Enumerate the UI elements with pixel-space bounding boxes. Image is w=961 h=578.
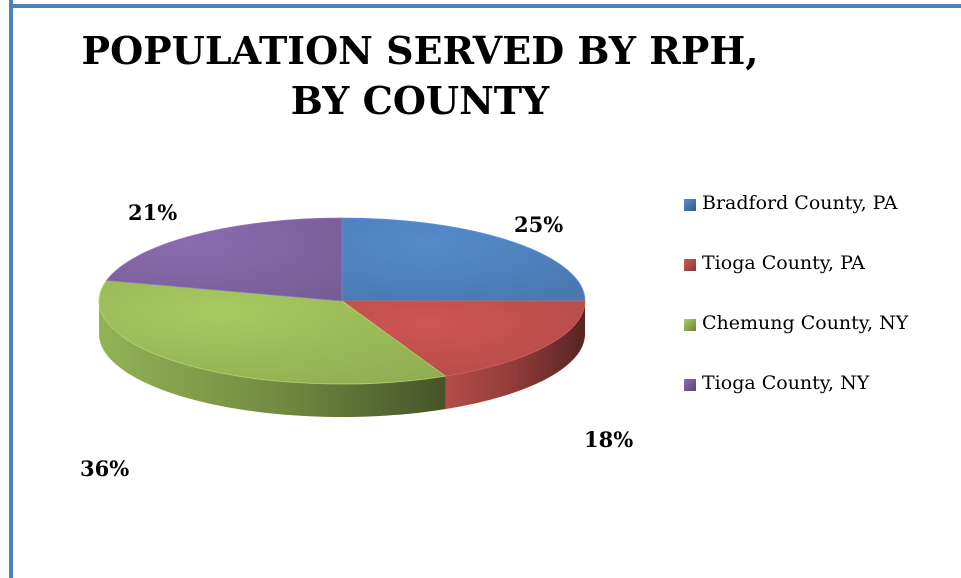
pie-slice-4 bbox=[105, 217, 343, 302]
pie-side-3 bbox=[99, 301, 446, 417]
legend-label-2: Tioga County, PA bbox=[702, 252, 865, 274]
legend-swatch-2 bbox=[684, 259, 696, 271]
chart-title-line-1: POPULATION SERVED BY RPH, bbox=[81, 28, 759, 73]
pie-side-2 bbox=[445, 301, 585, 410]
legend-swatch-1 bbox=[684, 199, 696, 211]
legend-swatch-4 bbox=[684, 379, 696, 391]
data-label-2: 18% bbox=[584, 427, 633, 452]
legend-swatch-3 bbox=[684, 319, 696, 331]
legend-label-4: Tioga County, NY bbox=[702, 372, 870, 394]
data-label-4: 21% bbox=[128, 200, 177, 225]
frame-border-top bbox=[9, 4, 961, 8]
chart-title: POPULATION SERVED BY RPH, BY COUNTY bbox=[60, 26, 780, 126]
pie-slice-2 bbox=[340, 300, 586, 377]
data-label-3: 36% bbox=[80, 456, 129, 481]
frame-border-left bbox=[9, 0, 13, 578]
data-label-1: 25% bbox=[514, 212, 563, 237]
chart-title-line-2: BY COUNTY bbox=[290, 78, 550, 123]
pie-slice-1 bbox=[341, 217, 586, 302]
pie-slice-3 bbox=[98, 279, 447, 385]
pie-side-walls bbox=[99, 301, 585, 417]
legend-label-1: Bradford County, PA bbox=[702, 192, 898, 214]
legend-label-3: Chemung County, NY bbox=[702, 312, 909, 334]
pie-top bbox=[98, 217, 586, 385]
